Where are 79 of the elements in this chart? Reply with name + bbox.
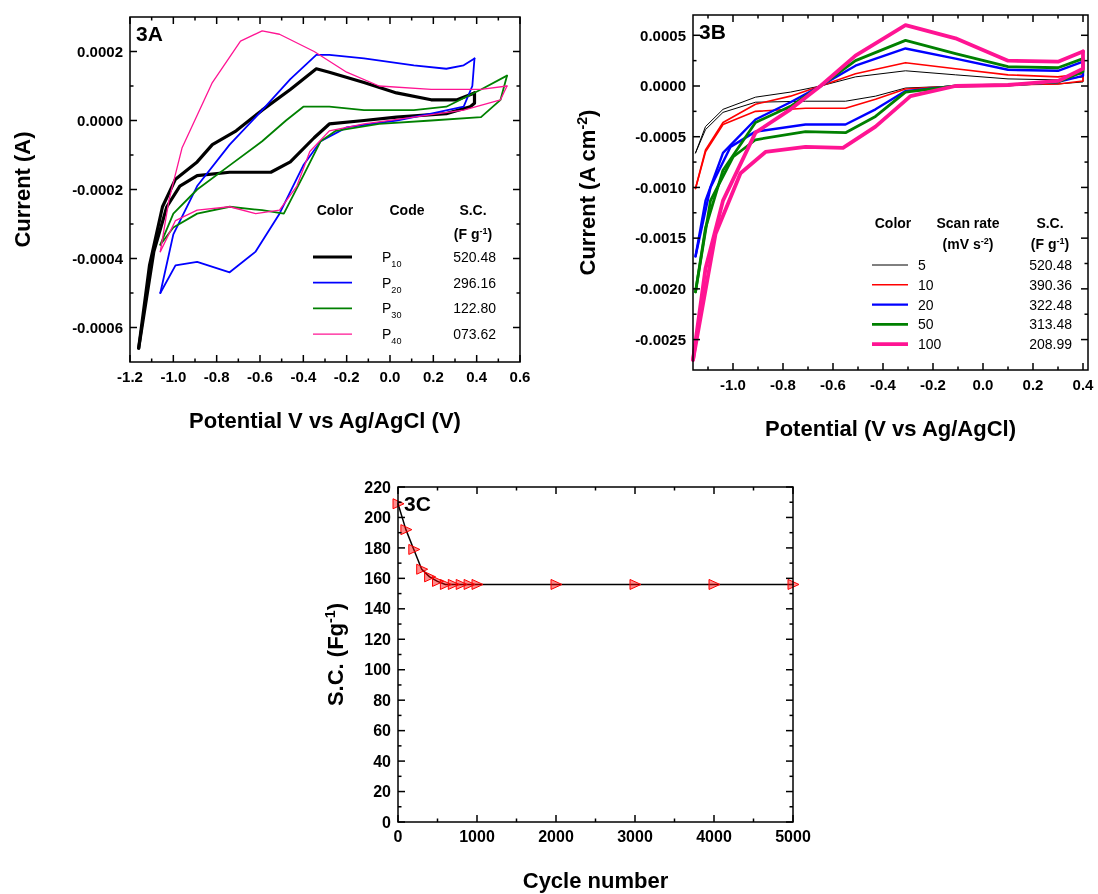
y-tick-label: 180 [364, 539, 392, 557]
legend-label: P$_{40}$ [382, 326, 402, 347]
legend-label: P$_{10}$ [382, 249, 402, 269]
legend-label: 50 [918, 316, 934, 333]
annotation: Color [316, 202, 354, 218]
x-tick-label: 0.0 [972, 376, 994, 393]
x-tick-label: 0.4 [466, 368, 488, 385]
x-axis-title: Potential (V vs Ag/AgCl) [765, 416, 1016, 441]
x-tick-label: 1000 [459, 828, 495, 845]
x-tick-label: -0.4 [290, 368, 317, 385]
chart-title: 3A [136, 22, 163, 45]
y-tick-label: -0.0005 [635, 127, 686, 145]
legend-label: 20 [918, 296, 934, 313]
annotation: 313.48 [1029, 316, 1073, 333]
x-tick-label: -0.6 [247, 368, 273, 385]
annotation: 073.62 [453, 326, 497, 343]
y-tick-label: 140 [364, 600, 392, 618]
y-tick-label: -0.0010 [635, 178, 686, 196]
x-tick-label: -0.8 [203, 368, 230, 385]
y-tick-label: 40 [373, 752, 392, 770]
annotation: 208.99 [1029, 336, 1073, 353]
x-tick-label: 2000 [538, 828, 574, 845]
x-tick-label: -0.2 [333, 368, 360, 385]
x-tick-label: -0.4 [870, 376, 897, 393]
x-tick-label: 4000 [696, 828, 732, 845]
x-tick-label: -0.2 [920, 376, 946, 393]
x-tick-label: -1.0 [160, 368, 187, 385]
y-tick-label: 100 [364, 661, 392, 679]
y-tick-label: 200 [364, 509, 392, 527]
chart-title: 3B [699, 20, 726, 43]
y-tick-label: -0.0004 [72, 249, 124, 267]
y-tick-label: 0 [382, 813, 392, 831]
x-tick-label: 5000 [775, 828, 811, 845]
x-tick-label: 0 [393, 828, 403, 845]
x-tick-label: 3000 [617, 828, 653, 845]
x-tick-label: 0.4 [1072, 376, 1095, 393]
y-tick-label: -0.0006 [72, 318, 123, 336]
legend-label: P$_{30}$ [382, 300, 402, 321]
annotation: 390.36 [1029, 276, 1073, 293]
x-tick-label: -0.8 [770, 376, 796, 393]
annotation: Scan rate (mV s$^{-2}$) [936, 215, 1000, 252]
y-tick-label: -0.0025 [635, 330, 686, 348]
x-tick-label: -1.2 [117, 368, 143, 385]
annotation: 122.80 [453, 300, 497, 317]
annotation: 322.48 [1029, 296, 1073, 313]
y-tick-label: 0.0005 [640, 26, 686, 44]
annotation: Code [389, 202, 425, 218]
y-tick-label: 120 [364, 630, 392, 648]
legend-label: P$_{20}$ [382, 274, 402, 295]
y-tick-label: 0.0002 [77, 42, 123, 60]
annotation: 296.16 [453, 274, 497, 291]
legend-label: 100 [918, 336, 942, 353]
legend-label: 10 [918, 276, 934, 293]
annotation: S.C. (F g$^{-1}$) [453, 202, 493, 242]
annotation: Color [874, 215, 912, 231]
legend-label: 5 [918, 257, 926, 273]
x-tick-label: 0.0 [379, 368, 401, 385]
x-axis-title: Potential V vs Ag/AgCl (V) [189, 408, 461, 433]
y-tick-label: -0.0015 [635, 229, 686, 247]
annotation: 520.48 [453, 249, 497, 265]
y-tick-label: 160 [364, 569, 392, 587]
y-tick-label: 80 [373, 691, 392, 709]
y-tick-label: -0.0002 [72, 180, 123, 198]
y-tick-label: 20 [373, 783, 392, 801]
y-axis-title: Current (A) [10, 131, 35, 248]
annotation: S.C. (F g$^{-1}$) [1030, 215, 1070, 252]
x-tick-label: 0.6 [509, 368, 531, 385]
y-tick-label: 0.0000 [77, 111, 123, 129]
chart-title: 3C [404, 492, 431, 515]
y-tick-label: 60 [373, 722, 392, 740]
y-tick-label: 0.0000 [640, 77, 686, 95]
x-tick-label: -1.0 [720, 376, 746, 393]
annotation: 520.48 [1029, 257, 1073, 273]
x-tick-label: 0.2 [1022, 376, 1044, 393]
x-tick-label: -0.6 [820, 376, 846, 393]
y-tick-label: -0.0020 [635, 280, 686, 298]
y-tick-label: 220 [364, 478, 392, 496]
x-axis-title: Cycle number [522, 868, 669, 893]
x-tick-label: 0.2 [422, 368, 444, 385]
